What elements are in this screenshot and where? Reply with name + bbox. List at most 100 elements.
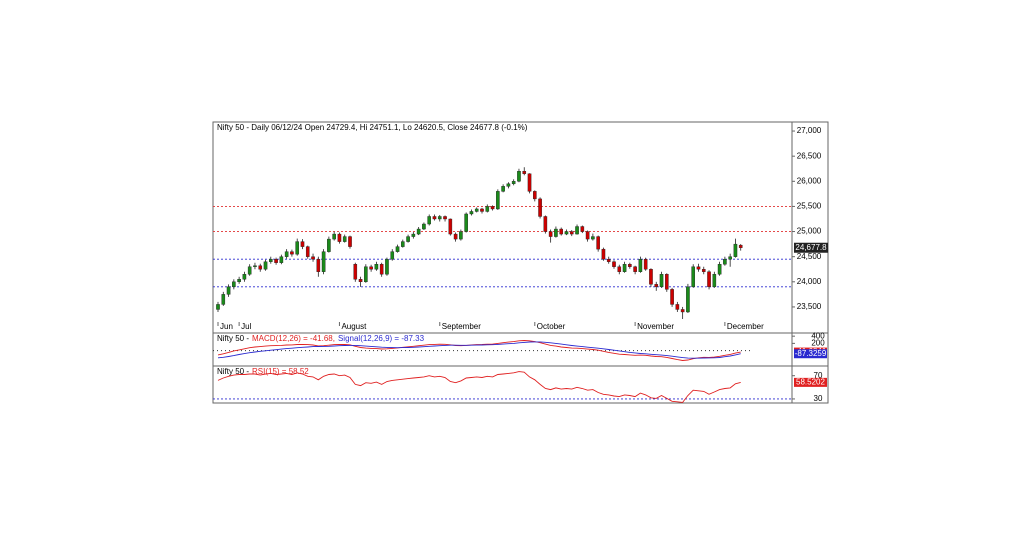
candle-body [712, 274, 717, 288]
candle-body [401, 241, 405, 247]
last-value-box [794, 349, 827, 359]
y-tick-label: 25,500 [797, 202, 822, 211]
candle-body [427, 216, 432, 225]
candle-body [416, 228, 421, 235]
candle-body [628, 264, 632, 267]
candle-body [474, 208, 479, 212]
candle-body [379, 264, 384, 275]
last-value-label: 58.5202 [796, 377, 825, 386]
candle-body [422, 223, 426, 230]
candle-body [707, 271, 711, 288]
indicator-line [217, 341, 741, 359]
candle-body [733, 243, 738, 257]
candle-body [437, 216, 442, 220]
y-tick-label: 400 [811, 331, 825, 340]
candle-body [490, 206, 495, 210]
candle-body [543, 216, 548, 232]
x-tick-label: December [727, 322, 764, 331]
candle-body [342, 236, 347, 242]
candle-body [247, 266, 252, 275]
x-tick-label: Jul [241, 322, 251, 331]
y-tick-label: 70 [814, 371, 823, 380]
candle-body [606, 258, 611, 262]
candle-body [226, 286, 231, 295]
candle-body [316, 258, 321, 272]
legend-entry: RSI(15) = 58.52 [252, 367, 309, 376]
y-tick-label: 26,000 [797, 176, 822, 185]
candle-body [717, 264, 722, 275]
candle-body [564, 231, 569, 235]
candle-body [670, 289, 674, 305]
last-value-box [794, 377, 827, 387]
candle-body [511, 181, 516, 185]
candle-body [369, 266, 373, 270]
panel-title-text: Nifty 50 - [217, 334, 249, 343]
candle-body [253, 265, 257, 267]
legend-entry: Signal(12,26,9) = -87.33 [338, 334, 425, 343]
candle-body [232, 281, 236, 288]
candle-body [665, 274, 669, 290]
candle-body [406, 236, 410, 242]
y-tick-label: 26,500 [797, 151, 822, 160]
candle-body [469, 211, 474, 215]
y-tick-label: 30 [814, 394, 823, 403]
x-tick-label: October [537, 322, 566, 331]
candle-body [216, 304, 220, 310]
candle-body [696, 266, 701, 270]
candle-body [596, 236, 600, 250]
candle-body [701, 269, 706, 272]
candle-body [617, 266, 622, 272]
candle-body [237, 279, 241, 283]
candle-body [348, 236, 352, 247]
candle-body [374, 264, 379, 270]
candle-body [269, 258, 273, 262]
candle-body [538, 198, 542, 217]
y-tick-label: 24,000 [797, 277, 822, 286]
last-price-box [794, 242, 828, 253]
frame [212, 121, 829, 404]
candle-body [353, 264, 358, 280]
candle-body [242, 274, 247, 280]
candle-body [464, 213, 468, 232]
candle-body [591, 236, 595, 240]
candle-body [432, 216, 437, 220]
candle-body [358, 279, 363, 283]
candle-body [221, 294, 226, 305]
candle-body [506, 183, 511, 187]
candle-body [738, 244, 743, 248]
x-tick-label: September [442, 322, 481, 331]
candle-body [295, 241, 300, 255]
y-tick-label: 24,500 [797, 252, 822, 261]
candle-body [517, 171, 521, 182]
candle-body [390, 251, 395, 260]
candle-body [580, 226, 585, 232]
candle-body [496, 191, 500, 210]
panel-title: Nifty 50 - Daily 06/12/24 Open 24729.4, … [217, 123, 528, 132]
candle-body [337, 233, 342, 242]
candle-body [385, 258, 389, 275]
last-value-label: -87.3259 [795, 349, 827, 358]
candle-body [501, 186, 505, 192]
candle-body [305, 246, 310, 257]
candle-body [274, 258, 278, 263]
candle-body [485, 206, 490, 212]
candle-body [443, 216, 447, 220]
panel-title: Nifty 50 - RSI(15) = 58.52 [217, 367, 309, 376]
candle-body [533, 191, 537, 200]
candle-body [300, 241, 305, 247]
candle-body [575, 226, 579, 235]
candle-body [612, 261, 616, 267]
legend-entry: MACD(12,26) = -41.68, [252, 334, 335, 343]
candle-body [311, 256, 315, 260]
candle-body [633, 266, 637, 272]
candle-body [659, 274, 664, 288]
candle-body [448, 218, 453, 235]
candle-body [654, 284, 659, 288]
candle-body [686, 286, 690, 313]
candle-body [649, 269, 653, 285]
candle-body [327, 238, 331, 252]
candle-body [411, 233, 416, 237]
x-tick-label: August [341, 322, 367, 331]
